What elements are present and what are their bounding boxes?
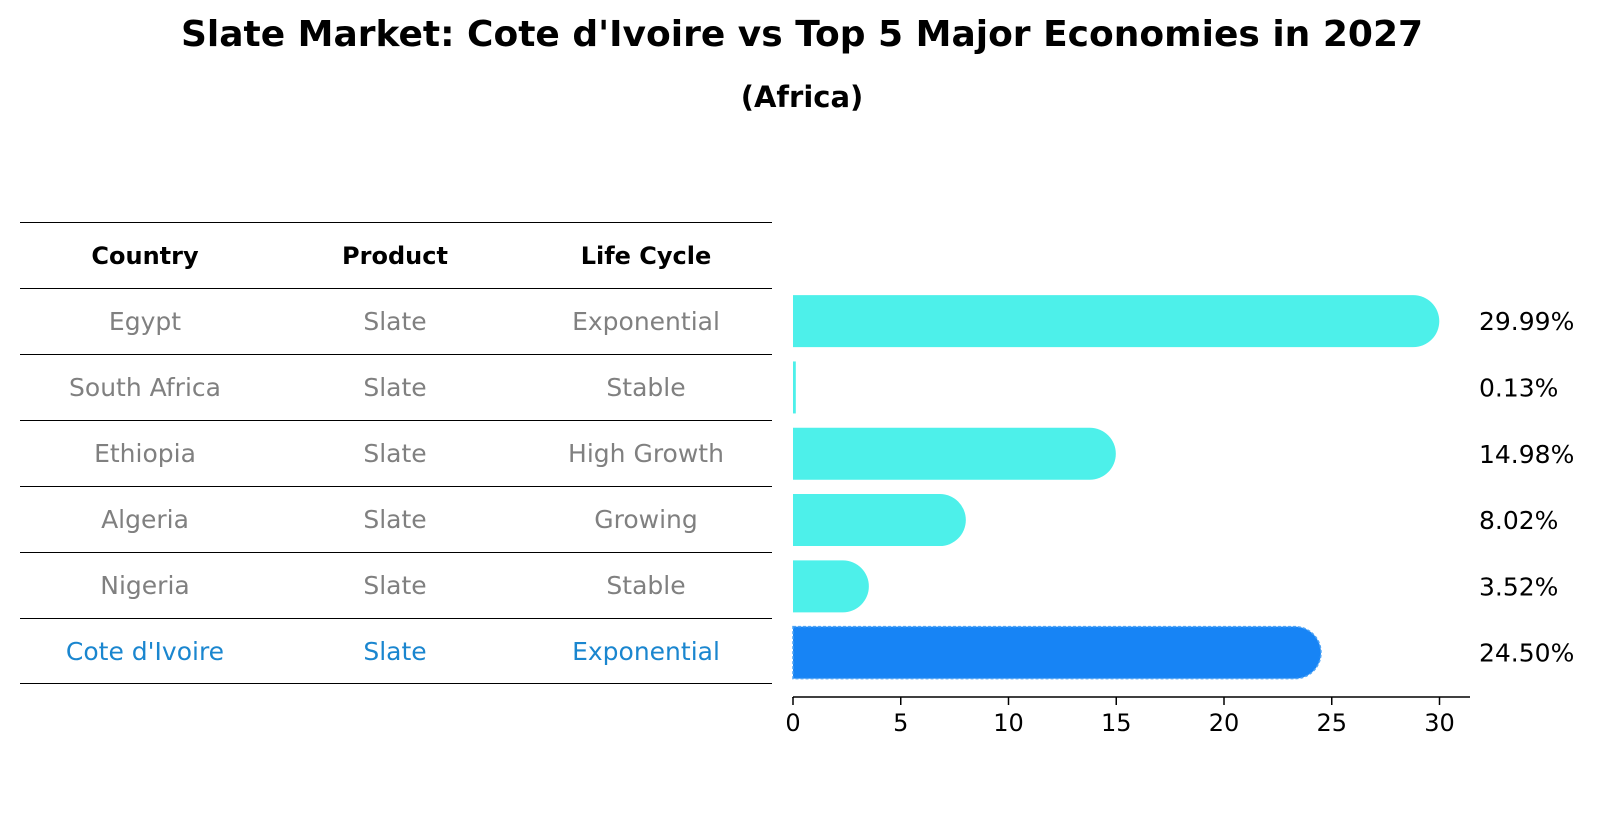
- bar-nigeria: [793, 560, 869, 613]
- cell-product: Slate: [363, 439, 427, 468]
- data-label: 14.98%: [1479, 440, 1574, 469]
- cell-product: Slate: [363, 505, 427, 534]
- cell-life-cycle: Exponential: [572, 307, 720, 336]
- data-label: 0.13%: [1479, 373, 1558, 402]
- cell-life-cycle: Exponential: [572, 637, 720, 666]
- data-label: 24.50%: [1479, 639, 1574, 668]
- table-row: Ethiopia Slate High Growth: [20, 420, 772, 486]
- x-tick-label: 15: [1101, 709, 1132, 737]
- bar-cote-d-ivoire: [792, 625, 1322, 680]
- bar-egypt: [793, 295, 1440, 348]
- data-label: 29.99%: [1479, 307, 1574, 336]
- data-label: 8.02%: [1479, 506, 1558, 535]
- cell-country: Egypt: [108, 307, 182, 336]
- header-life-cycle: Life Cycle: [580, 242, 712, 270]
- cell-country: Nigeria: [100, 571, 190, 600]
- x-tick-label: 30: [1424, 709, 1455, 737]
- data-label: 3.52%: [1479, 572, 1558, 601]
- table-row: Egypt Slate Exponential: [20, 288, 772, 354]
- data-table: Country Product Life Cycle Egypt Slate E…: [20, 222, 772, 684]
- table-row: Nigeria Slate Stable: [20, 552, 772, 618]
- bar-ethiopia: [793, 427, 1116, 480]
- header-product: Product: [342, 242, 448, 270]
- cell-country: South Africa: [69, 373, 221, 402]
- table-header-row: Country Product Life Cycle: [20, 222, 772, 288]
- bar-south-africa: [793, 361, 796, 414]
- cell-product: Slate: [363, 373, 427, 402]
- x-tick-label: 10: [993, 709, 1024, 737]
- table-row: Algeria Slate Growing: [20, 486, 772, 552]
- cell-product: Slate: [363, 571, 427, 600]
- header-country: Country: [91, 242, 199, 270]
- cell-country: Ethiopia: [94, 439, 196, 468]
- bar-algeria: [793, 494, 966, 547]
- x-tick-label: 5: [893, 709, 908, 737]
- cell-product: Slate: [363, 307, 427, 336]
- cell-life-cycle: Growing: [594, 505, 698, 534]
- cell-life-cycle: Stable: [606, 571, 686, 600]
- x-tick-label: 25: [1316, 709, 1347, 737]
- table-row: South Africa Slate Stable: [20, 354, 772, 420]
- chart-title: Slate Market: Cote d'Ivoire vs Top 5 Maj…: [180, 14, 1424, 55]
- cell-product: Slate: [363, 637, 427, 666]
- cell-life-cycle: Stable: [606, 373, 686, 402]
- cell-country: Algeria: [101, 505, 189, 534]
- chart-subtitle: (Africa): [740, 80, 864, 114]
- x-tick-label: 20: [1209, 709, 1240, 737]
- x-tick-label: 0: [785, 709, 800, 737]
- cell-life-cycle: High Growth: [568, 439, 724, 468]
- cell-country: Cote d'Ivoire: [65, 637, 225, 666]
- table-row-highlighted: Cote d'Ivoire Slate Exponential: [20, 618, 772, 684]
